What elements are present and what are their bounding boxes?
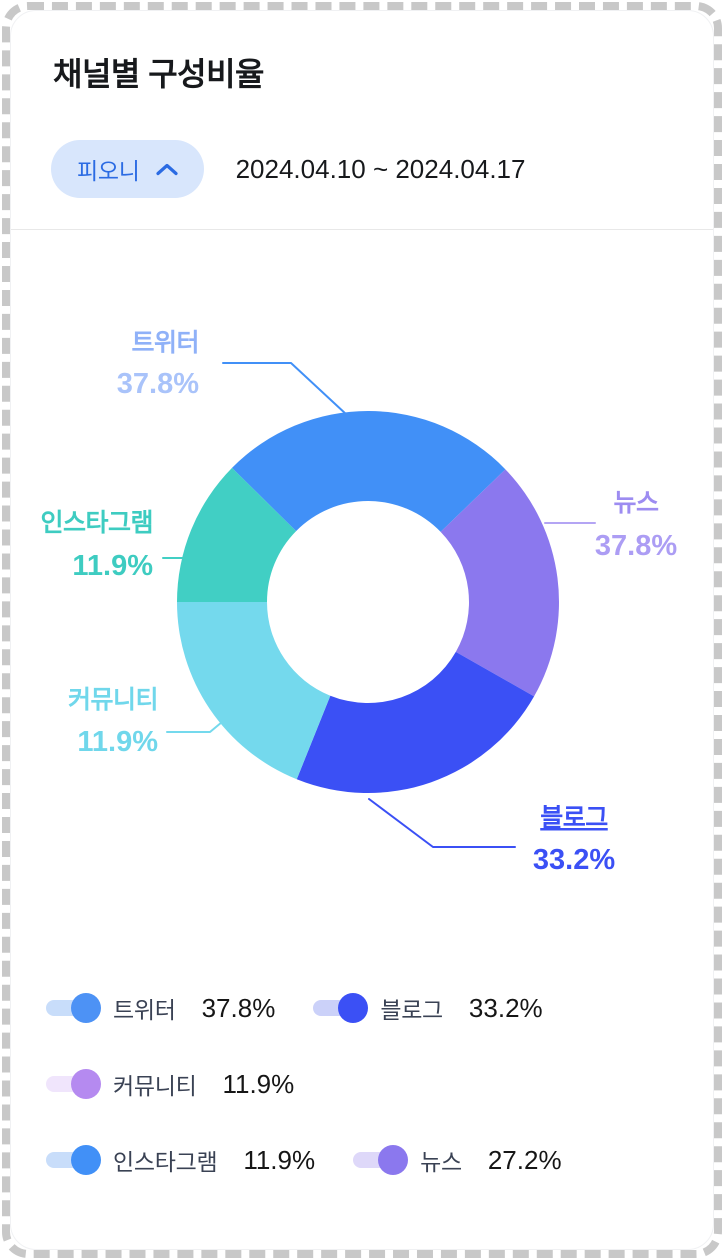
legend-value: 11.9% (222, 1068, 295, 1099)
legend-value: 37.8% (201, 992, 276, 1023)
donut-segment-blog[interactable] (296, 651, 535, 794)
legend-label: 트위터 (113, 997, 176, 1023)
legend-value: 33.2% (468, 992, 543, 1023)
legend-item-instagram[interactable]: 인스타그램 11.9% (46, 1143, 315, 1177)
legend-toggle-icon (46, 1069, 101, 1099)
legend-toggle-icon (46, 993, 101, 1023)
callout-value-instagram: 11.9% (72, 550, 153, 582)
callout-label-news: 뉴스 (613, 489, 659, 517)
date-range: 2024.04.10 ~ 2024.04.17 (235, 153, 526, 184)
donut-segment-community[interactable] (176, 602, 331, 780)
legend-item-community[interactable]: 커뮤니티 11.9% (46, 1067, 294, 1101)
legend-value: 27.2% (487, 1144, 562, 1175)
keyword-label: 피오니 (77, 158, 140, 184)
legend-label: 커뮤니티 (113, 1073, 197, 1099)
legend-label: 뉴스 (420, 1149, 462, 1175)
leader-line-community (166, 711, 235, 733)
legend-label: 블로그 (380, 997, 443, 1023)
donut-callouts: 트위터 37.8% 뉴스 37.8% 블로그 33.2% 커뮤니티 11.9% … (40, 329, 677, 876)
legend-toggle-icon (353, 1145, 409, 1175)
leader-lines (162, 362, 596, 848)
donut-segment-twitter[interactable] (232, 411, 506, 532)
legend-row: 트위터 37.8% 블로그 33.2% (46, 988, 562, 1028)
callout-label-twitter: 트위터 (131, 329, 199, 357)
leader-line-twitter (222, 362, 348, 416)
callout-value-community: 11.9% (77, 726, 158, 758)
callout-value-twitter: 37.8% (117, 368, 199, 400)
callout-label-instagram: 인스타그램 (40, 509, 153, 537)
callout-value-blog: 33.2% (533, 844, 615, 876)
callout-label-community: 커뮤니티 (68, 686, 158, 714)
legend-row: 인스타그램 11.9% 뉴스 27.2% (46, 1140, 562, 1180)
legend-item-blog[interactable]: 블로그 33.2% (313, 991, 543, 1025)
legend-row: 커뮤니티 11.9% (46, 1064, 562, 1104)
legend-item-twitter[interactable]: 트위터 37.8% (46, 991, 275, 1025)
legend-toggle-icon (313, 993, 369, 1023)
divider (11, 229, 713, 230)
donut-segment-news[interactable] (440, 469, 559, 697)
keyword-dropdown-button[interactable]: 피오니 (51, 140, 204, 198)
donut-segment-instagram[interactable] (177, 467, 297, 602)
callout-label-blog: 블로그 (540, 804, 608, 832)
legend-toggle-icon (46, 1145, 101, 1175)
page-title: 채널별 구성비율 (53, 56, 264, 92)
filter-row: 피오니 2024.04.10 ~ 2024.04.17 (51, 140, 525, 198)
leader-line-blog (368, 798, 516, 848)
callout-value-news: 37.8% (595, 530, 677, 562)
legend-label: 인스타그램 (113, 1149, 218, 1175)
legend-item-news[interactable]: 뉴스 27.2% (353, 1143, 562, 1177)
legend-value: 11.9% (243, 1144, 316, 1175)
chart-card: 채널별 구성비율 피오니 2024.04.10 ~ 2024.04.17 (10, 10, 714, 1250)
donut-segments (176, 411, 559, 794)
legend: 트위터 37.8% 블로그 33.2% 커뮤니티 11.9% (46, 988, 562, 1216)
chevron-up-icon (155, 163, 178, 175)
